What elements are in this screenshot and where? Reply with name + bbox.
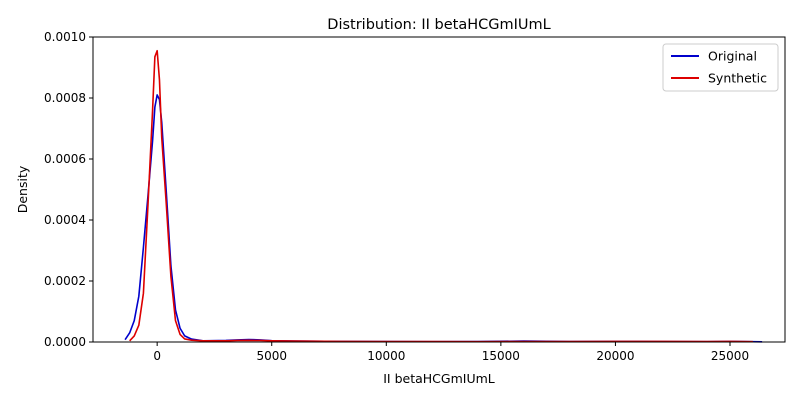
x-axis: 0 5000 10000 15000 20000 25000	[153, 342, 749, 363]
x-tick-label: 5000	[256, 349, 287, 363]
y-tick-label: 0.0002	[44, 274, 86, 288]
y-tick-label: 0.0008	[44, 91, 86, 105]
x-tick-label: 0	[153, 349, 161, 363]
x-tick-label: 10000	[367, 349, 405, 363]
x-tick-label: 25000	[711, 349, 749, 363]
x-tick-label: 20000	[596, 349, 634, 363]
legend-label-original: Original	[708, 49, 757, 64]
plot-frame	[92, 36, 786, 343]
legend-label-synthetic: Synthetic	[708, 71, 767, 86]
chart-title: Distribution: II betaHCGmIUmL	[327, 17, 550, 33]
y-axis: 0.0000 0.0002 0.0004 0.0006 0.0008 0.0010	[44, 30, 93, 349]
legend: Original Synthetic	[662, 43, 779, 92]
y-tick-label: 0.0010	[44, 30, 86, 44]
x-axis-label: II betaHCGmIUmL	[383, 371, 495, 386]
x-tick-label: 15000	[482, 349, 520, 363]
y-axis-label: Density	[15, 165, 30, 213]
y-tick-label: 0.0000	[44, 335, 86, 349]
y-tick-label: 0.0006	[44, 152, 86, 166]
y-tick-label: 0.0004	[44, 213, 86, 227]
